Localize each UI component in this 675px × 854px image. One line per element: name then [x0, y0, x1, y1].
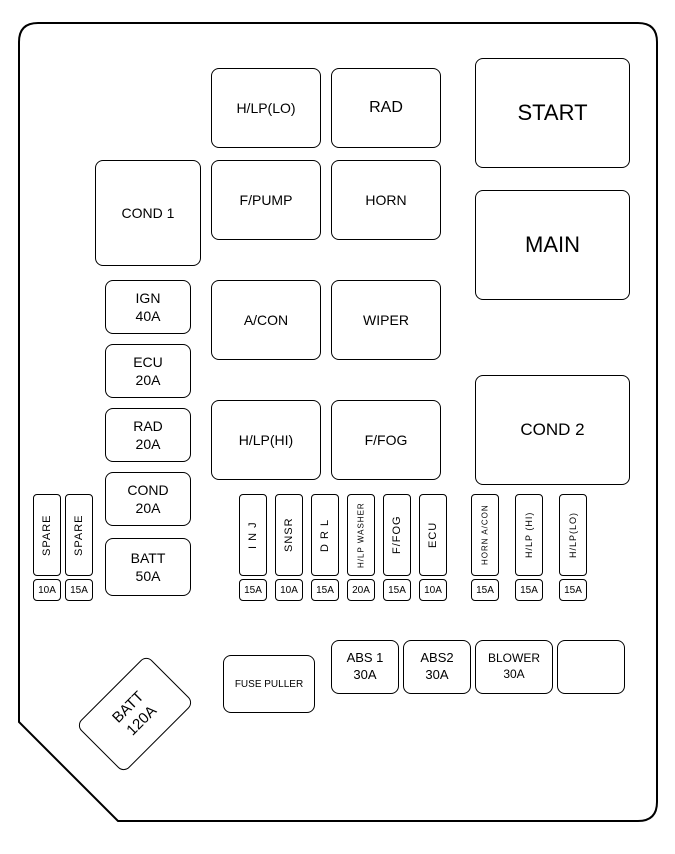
l2: 40A [136, 307, 161, 325]
label: COND 2 [520, 419, 584, 441]
l1: ABS2 [420, 650, 453, 667]
relay-hlp-hi: H/LP(HI) [211, 400, 321, 480]
l2: 30A [503, 667, 524, 683]
label: A/CON [244, 311, 288, 329]
relay-main: MAIN [475, 190, 630, 300]
l1: BATT [131, 549, 166, 567]
label: WIPER [363, 311, 409, 329]
label: F/FOG [365, 431, 408, 449]
l2: 20A [136, 371, 161, 389]
l1: RAD [133, 417, 163, 435]
fuse-horn-acon: HORN A/CON 15A [471, 494, 499, 601]
fuse-ecu: ECU 20A [105, 344, 191, 398]
l2: 30A [425, 667, 448, 684]
fuse-box-diagram: H/LP(LO) RAD START COND 1 F/PUMP HORN MA… [0, 0, 675, 854]
fuse-hlp-hi-small: H/LP (HI) 15A [515, 494, 543, 601]
fuse-hlp-lo-small: H/LP(LO) 15A [559, 494, 587, 601]
relay-acon: A/CON [211, 280, 321, 360]
label: RAD [369, 98, 403, 119]
fuse-abs2: ABS2 30A [403, 640, 471, 694]
relay-rad: RAD [331, 68, 441, 148]
fuse-puller: FUSE PULLER [223, 655, 315, 713]
label: START [517, 99, 587, 128]
l2: 20A [136, 499, 161, 517]
relay-wiper: WIPER [331, 280, 441, 360]
label: MAIN [525, 231, 580, 260]
fuse-ign: IGN 40A [105, 280, 191, 334]
fuse-inj: I N J 15A [239, 494, 267, 601]
label: HORN [365, 191, 406, 209]
relay-fpump: F/PUMP [211, 160, 321, 240]
l2: 30A [353, 667, 376, 684]
l1: COND [127, 481, 168, 499]
fuse-snsr: SNSR 10A [275, 494, 303, 601]
fuse-ecu-small: ECU 10A [419, 494, 447, 601]
l1: ECU [133, 353, 163, 371]
fuse-blank [557, 640, 625, 694]
relay-start: START [475, 58, 630, 168]
fuse-blower: BLOWER 30A [475, 640, 553, 694]
fuse-cond: COND 20A [105, 472, 191, 526]
fuse-batt50: BATT 50A [105, 538, 191, 596]
fuse-abs1: ABS 1 30A [331, 640, 399, 694]
fuse-rad: RAD 20A [105, 408, 191, 462]
fuse-spare-15a: SPARE 15A [65, 494, 93, 601]
l1: ABS 1 [347, 650, 384, 667]
l2: 50A [136, 567, 161, 585]
label: H/LP(LO) [236, 99, 295, 117]
relay-ffog: F/FOG [331, 400, 441, 480]
relay-cond2: COND 2 [475, 375, 630, 485]
label: F/PUMP [240, 191, 293, 209]
label: H/LP(HI) [239, 431, 293, 449]
l1: BLOWER [488, 651, 540, 667]
relay-cond1: COND 1 [95, 160, 201, 266]
l2: 20A [136, 435, 161, 453]
fuse-hlp-washer: H/LP WASHER 20A [347, 494, 375, 601]
relay-horn: HORN [331, 160, 441, 240]
label: FUSE PULLER [235, 678, 303, 691]
label: COND 1 [122, 204, 175, 222]
fuse-drl: D R L 15A [311, 494, 339, 601]
l1: IGN [136, 289, 161, 307]
relay-hlp-lo: H/LP(LO) [211, 68, 321, 148]
fuse-ffog-small: F/FOG 15A [383, 494, 411, 601]
fuse-spare-10a: SPARE 10A [33, 494, 61, 601]
